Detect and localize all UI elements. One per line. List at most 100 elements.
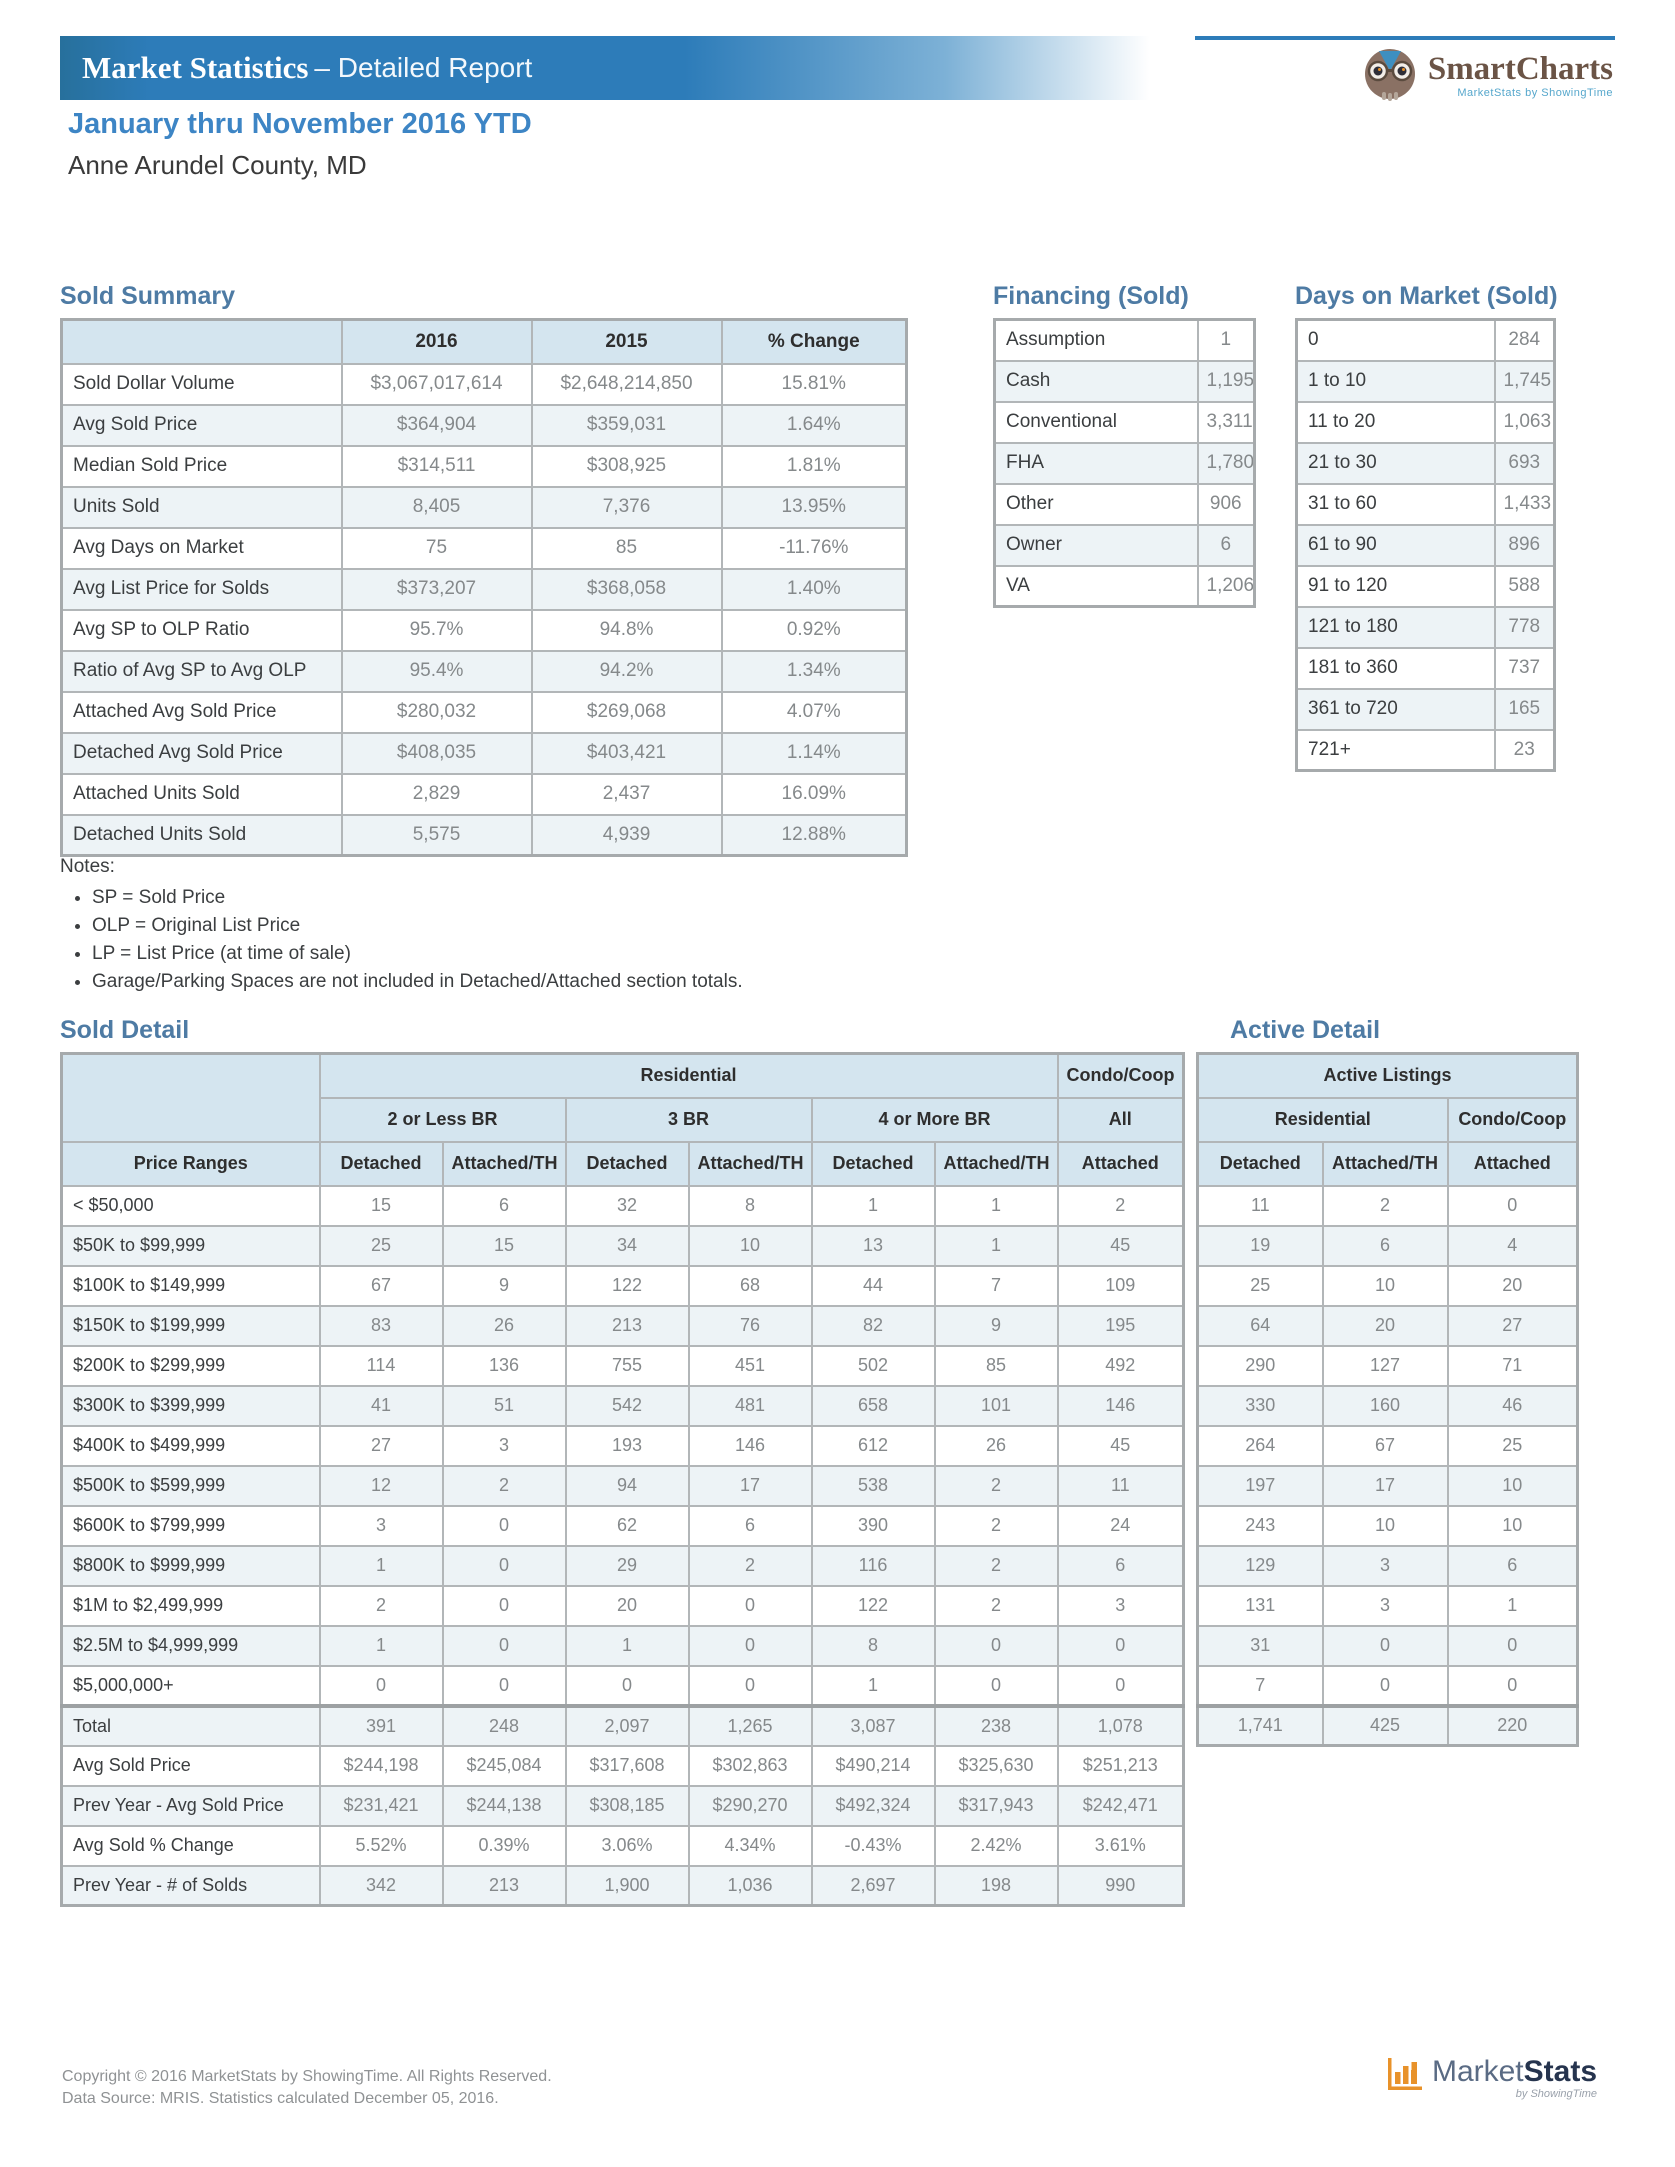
cell: 1,063 — [1493, 400, 1556, 444]
note-item: Garage/Parking Spaces are not included i… — [92, 970, 743, 994]
row-label: Attached Units Sold — [60, 772, 343, 816]
row-label: $200K to $299,999 — [60, 1344, 321, 1387]
table-row: $100K to $149,999 67 9 122 68 44 7 109 — [60, 1264, 1185, 1307]
table-row: Owner 6 — [993, 523, 1256, 567]
cell: $269,068 — [530, 690, 723, 734]
cell: 4,939 — [530, 813, 723, 857]
table-row: 181 to 360 737 — [1295, 646, 1556, 690]
table-row: 721+ 23 — [1295, 728, 1556, 772]
cell: 67 — [1321, 1424, 1449, 1467]
cell: 2 — [933, 1504, 1059, 1547]
row-label: Median Sold Price — [60, 444, 343, 488]
row-label: 721+ — [1295, 728, 1496, 772]
notes-title: Notes: — [60, 856, 115, 877]
cell: 165 — [1493, 687, 1556, 731]
table-row: $500K to $599,999 12 2 94 17 538 2 11 — [60, 1464, 1185, 1507]
row-label: 1 to 10 — [1295, 359, 1496, 403]
cell: 17 — [1321, 1464, 1449, 1507]
table-row: VA 1,206 — [993, 564, 1256, 608]
cell: 737 — [1493, 646, 1556, 690]
cell: 136 — [441, 1344, 567, 1387]
table-row: 330 160 46 — [1196, 1384, 1579, 1427]
cell: 114 — [318, 1344, 444, 1387]
cell: 0 — [564, 1664, 690, 1707]
cell: 94 — [564, 1464, 690, 1507]
marketstats-word-market: Market — [1431, 2055, 1524, 2088]
cell: $325,630 — [933, 1744, 1059, 1787]
table-row: Conventional 3,311 — [993, 400, 1256, 444]
cell: 13.95% — [720, 485, 908, 529]
banner-subtitle: – Detailed Report — [314, 52, 533, 83]
cell: 3 — [1321, 1584, 1449, 1627]
cell: 1,433 — [1493, 482, 1556, 526]
cell: 2,829 — [340, 772, 533, 816]
cell: $244,138 — [441, 1784, 567, 1827]
cell: $2,648,214,850 — [530, 362, 723, 406]
cell: 0 — [1321, 1664, 1449, 1707]
cell: 588 — [1493, 564, 1556, 608]
cell: 3 — [1056, 1584, 1185, 1627]
header-row: Residential Condo/Coop — [1196, 1096, 1579, 1143]
table-row: 0 284 — [1295, 318, 1556, 362]
cell: 4.34% — [687, 1824, 813, 1867]
active-detail-table: Active Listings Residential Condo/Coop D… — [1196, 1052, 1580, 1747]
row-label: Sold Dollar Volume — [60, 362, 343, 406]
cell: $368,058 — [530, 567, 723, 611]
cell: 0 — [1446, 1664, 1579, 1707]
cell: 122 — [564, 1264, 690, 1307]
cell: 12 — [318, 1464, 444, 1507]
cell: 1,206 — [1196, 564, 1256, 608]
cell: 17 — [687, 1464, 813, 1507]
table-row: 31 0 0 — [1196, 1624, 1579, 1667]
cell: 1,900 — [564, 1864, 690, 1907]
table-row: 64 20 27 — [1196, 1304, 1579, 1347]
cell: 46 — [1446, 1384, 1579, 1427]
cell: 31 — [1196, 1624, 1324, 1667]
cell: 45 — [1056, 1424, 1185, 1467]
cell: 25 — [318, 1224, 444, 1267]
cell: 9 — [441, 1264, 567, 1307]
table-row: Prev Year - Avg Sold Price $231,421 $244,1… — [60, 1784, 1185, 1827]
table-row: $1M to $2,499,999 2 0 20 0 122 2 3 — [60, 1584, 1185, 1627]
cell: $490,214 — [810, 1744, 936, 1787]
cell: 0 — [687, 1584, 813, 1627]
cell: 20 — [564, 1584, 690, 1627]
days-on-market-table: 0 284 1 to 10 1,745 11 to 20 1,063 21 to 30 693… — [1295, 318, 1556, 772]
row-label: $400K to $499,999 — [60, 1424, 321, 1467]
cell: 778 — [1493, 605, 1556, 649]
table-row: 11 2 0 — [1196, 1184, 1579, 1227]
cell: 906 — [1196, 482, 1256, 526]
cell: 15 — [441, 1224, 567, 1267]
cell: 51 — [441, 1384, 567, 1427]
col-detached: Detached — [1196, 1140, 1324, 1187]
table-row: Sold Dollar Volume $3,067,017,614 $2,648,2… — [60, 362, 908, 406]
cell: 264 — [1196, 1424, 1324, 1467]
row-label: 0 — [1295, 318, 1496, 362]
cell: 10 — [1321, 1264, 1449, 1307]
cell: 15.81% — [720, 362, 908, 406]
cell: 3.06% — [564, 1824, 690, 1867]
cell: 3,311 — [1196, 400, 1256, 444]
table-row: 21 to 30 693 — [1295, 441, 1556, 485]
group-all: All — [1056, 1096, 1185, 1143]
group-2-or-less-br: 2 or Less BR — [318, 1096, 567, 1143]
table-row: $5,000,000+ 0 0 0 0 1 0 0 — [60, 1664, 1185, 1707]
cell: 23 — [1493, 728, 1556, 772]
cell: 896 — [1493, 523, 1556, 567]
report-banner: Market Statistics – Detailed Report — [60, 36, 1195, 100]
table-row: 11 to 20 1,063 — [1295, 400, 1556, 444]
row-label: Owner — [993, 523, 1199, 567]
cell: 71 — [1446, 1344, 1579, 1387]
row-label: Avg Sold % Change — [60, 1824, 321, 1867]
cell: 131 — [1196, 1584, 1324, 1627]
column-header-2016: 2016 — [340, 318, 533, 365]
cell: 5.52% — [318, 1824, 444, 1867]
cell: 990 — [1056, 1864, 1185, 1907]
cell: 1.14% — [720, 731, 908, 775]
cell: 85 — [530, 526, 723, 570]
cell: 342 — [318, 1864, 444, 1907]
cell: 0 — [1446, 1624, 1579, 1667]
cell: 0.92% — [720, 608, 908, 652]
row-label: $50K to $99,999 — [60, 1224, 321, 1267]
owl-icon — [1362, 44, 1418, 107]
